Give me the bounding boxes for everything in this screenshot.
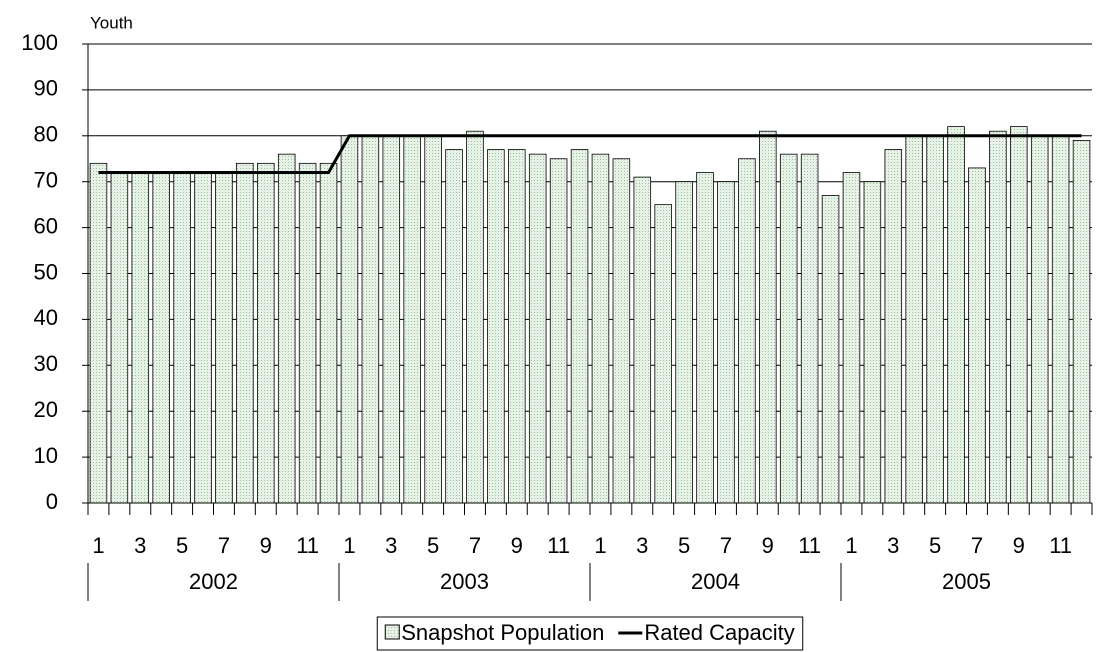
x-tick-label: 7 <box>469 533 481 558</box>
y-tick-label: 40 <box>34 305 58 330</box>
x-tick-label: 1 <box>343 533 355 558</box>
x-tick-label: 3 <box>385 533 397 558</box>
x-tick-label: 11 <box>296 533 319 558</box>
x-tick-label: 5 <box>678 533 690 558</box>
bar <box>319 162 338 504</box>
bar <box>277 153 296 504</box>
bar <box>340 135 359 504</box>
x-tick-label: 7 <box>971 533 983 558</box>
x-tick-label: 1 <box>92 533 104 558</box>
bar <box>1030 135 1049 504</box>
x-tick-label: 9 <box>1013 533 1025 558</box>
bar <box>382 135 401 504</box>
y-tick-label: 30 <box>34 351 58 376</box>
bar <box>884 149 903 504</box>
y-tick-label: 90 <box>34 76 58 101</box>
bar <box>591 153 610 504</box>
y-tick-label: 10 <box>34 443 58 468</box>
x-tick-label: 9 <box>260 533 272 558</box>
bar <box>633 176 652 504</box>
bar <box>738 158 756 504</box>
bar <box>257 162 275 504</box>
x-tick-label: 11 <box>798 533 821 558</box>
bar <box>696 172 714 504</box>
bar <box>947 126 965 504</box>
bar <box>821 195 840 504</box>
bar <box>89 162 108 504</box>
bar <box>926 135 944 504</box>
bar <box>194 172 212 504</box>
bar <box>717 181 735 504</box>
bar <box>654 204 672 504</box>
bar <box>424 135 442 504</box>
y-tick-label: 80 <box>34 122 58 147</box>
y-tick-label: 0 <box>46 489 58 514</box>
bar <box>989 130 1007 504</box>
y-tick-label: 70 <box>34 168 58 193</box>
x-tick-label: 5 <box>427 533 439 558</box>
legend-label: Rated Capacity <box>644 620 794 645</box>
bar <box>528 153 547 504</box>
group-label: 2005 <box>942 569 991 594</box>
y-tick-label: 20 <box>34 397 58 422</box>
line <box>98 134 1082 175</box>
y-tick-label: 60 <box>34 213 58 238</box>
bar <box>863 181 882 504</box>
bar <box>612 158 631 504</box>
x-tick-label: 5 <box>176 533 188 558</box>
bar <box>675 181 693 504</box>
bar <box>968 167 986 504</box>
x-tick-label: 3 <box>887 533 899 558</box>
y-tick-label: 100 <box>21 30 58 55</box>
bar <box>403 135 421 504</box>
bar <box>905 135 923 504</box>
bar <box>110 172 129 504</box>
y-tick-label: 50 <box>34 259 58 284</box>
y-axis-title: Youth <box>90 13 133 32</box>
x-tick-label: 7 <box>720 533 732 558</box>
x-tick-label: 9 <box>511 533 523 558</box>
x-tick-label: 1 <box>845 533 857 558</box>
bar <box>842 172 861 504</box>
legend: Snapshot Population Rated Capacity <box>376 616 804 651</box>
x-tick-label: 5 <box>929 533 941 558</box>
group-label: 2003 <box>440 569 489 594</box>
bar <box>131 172 150 504</box>
bar <box>173 172 191 504</box>
bar <box>298 162 317 504</box>
legend-box <box>376 616 804 651</box>
x-tick-label: 7 <box>218 533 230 558</box>
bar <box>570 149 589 504</box>
bar <box>487 149 505 504</box>
x-tick-label: 9 <box>762 533 774 558</box>
legend-swatch <box>384 624 400 640</box>
group-label: 2002 <box>189 569 238 594</box>
x-tick-label: 11 <box>1049 533 1072 558</box>
bar <box>508 149 526 504</box>
x-tick-label: 1 <box>594 533 606 558</box>
bar <box>1051 135 1070 504</box>
bar <box>759 130 777 504</box>
bar <box>800 153 819 504</box>
bar <box>215 172 233 504</box>
x-tick-label: 3 <box>636 533 648 558</box>
bar <box>152 172 170 504</box>
x-tick-label: 3 <box>134 533 146 558</box>
legend-label: Snapshot Population <box>401 620 604 645</box>
bar <box>445 149 463 504</box>
bar <box>361 135 380 504</box>
bar <box>1010 126 1028 504</box>
bar <box>549 158 568 504</box>
bar <box>466 130 484 504</box>
bar <box>1072 139 1091 504</box>
group-label: 2004 <box>691 569 740 594</box>
bar <box>236 162 254 504</box>
bar <box>779 153 798 504</box>
x-tick-label: 11 <box>547 533 570 558</box>
